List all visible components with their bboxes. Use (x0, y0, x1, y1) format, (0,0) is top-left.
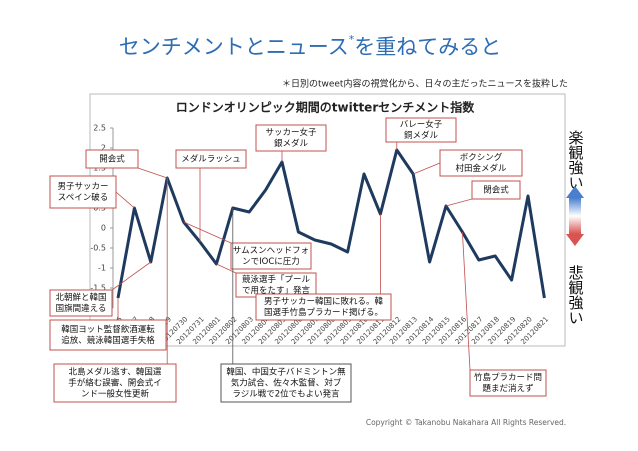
annotation-text: 男子サッカー韓国に敗れる。韓 (264, 296, 384, 307)
leader-line (111, 261, 152, 291)
annotation-box (235, 272, 317, 298)
arrow-body (569, 198, 581, 234)
annotation-text: サムスンヘッドフォ (233, 246, 309, 256)
y-tick-label: 0 (101, 224, 106, 233)
annotation-box (255, 293, 392, 321)
annotation-text: 北島メダル逃す、韓国選 (69, 367, 162, 378)
annotation-text: ラジル戦で2位でもよい発言 (232, 389, 340, 400)
pessimism-label: 悲観強い (567, 265, 585, 325)
y-tick-label: -1.5 (90, 284, 106, 293)
annotation-text: 追放、競泳韓国選手失格 (61, 335, 155, 346)
annotation-text: 開会式 (99, 154, 125, 165)
slide-title: センチメントとニュース*を重ねてみると (119, 33, 501, 59)
annotation-text: で用をたす」発言 (242, 285, 311, 296)
annotation-box (49, 319, 167, 351)
annotation-text: 銅メダル (404, 130, 439, 141)
annotation-text: スペイン破る (58, 192, 108, 203)
annotation-box (385, 117, 457, 143)
annotation-text: ボクシング (460, 152, 503, 163)
annotation-text: 手が絡む誤審、開会式イ (68, 378, 162, 389)
annotation-text: バレー女子 (400, 119, 443, 130)
annotation-box (49, 289, 113, 317)
annotation-box (471, 180, 521, 200)
leader-line (462, 231, 471, 371)
annotation-text: 題まだ消えず (482, 383, 533, 394)
leader-line (445, 198, 473, 207)
annotation-box (220, 363, 352, 403)
annotation-text: メダルラッシュ (181, 154, 241, 165)
annotation-box (85, 149, 139, 169)
leader-line (183, 221, 232, 244)
annotation-box (53, 363, 177, 403)
annotation-text: 村田金メダル (455, 163, 507, 174)
annotation-box (439, 149, 523, 177)
leader-line (137, 167, 168, 179)
annotation-text: 男子サッカー (57, 182, 108, 192)
y-tick-label: -0.5 (90, 244, 106, 253)
annotation-text: 北朝鮮と韓国 (55, 292, 106, 303)
annotation-text: 気力試合、佐々木監督、対ブ (231, 378, 342, 389)
note: ＊日別のtweet内容の視覚化から、日々の主だったニュースを抜粋した (282, 78, 568, 90)
y-tick-label: 2.5 (93, 124, 106, 133)
arrow-down (566, 234, 584, 246)
title-rest: を重ねてみると (354, 35, 501, 59)
title-mark: * (349, 33, 355, 46)
annotation-text: 国選手竹島プラカード掲げる。 (264, 307, 383, 318)
leader-line (115, 191, 135, 209)
annotation-box (230, 242, 312, 270)
annotation-text: 竹島プラカード問 (474, 372, 542, 383)
chart-title: ロンドンオリンピック期間のtwitterセンチメント指数 (176, 100, 475, 115)
annotation-text: 国旗間違える (56, 303, 107, 314)
annotation-text: 閉会式 (483, 185, 509, 196)
annotation-text: 競泳選手「プール (242, 274, 311, 285)
annotation-text: 韓国、中国女子バドミントン無 (226, 367, 346, 378)
annotation-box (175, 149, 247, 169)
leader-line (413, 162, 441, 175)
y-tick-label: 2 (101, 144, 106, 153)
annotation-box (255, 124, 327, 152)
annotation-text: 韓国ヨット監督飲酒運転 (61, 324, 155, 335)
arrow-up (566, 186, 584, 198)
annotation-text: ンでIOCに圧力 (242, 256, 300, 267)
annotation-text: ンド一般女性更新 (81, 389, 150, 400)
sentiment-line (116, 148, 546, 299)
annotation-text: 銀メダル (274, 138, 309, 149)
annotation-box (49, 175, 117, 209)
annotation-box (469, 369, 547, 397)
y-tick-label: -1 (98, 264, 106, 273)
annotation-text: サッカー女子 (265, 127, 317, 138)
copyright: Copyright © Takanobu Nakahara All Rights… (366, 418, 566, 427)
title-main: センチメントとニュース (119, 35, 349, 59)
optimism-label: 楽観強い (567, 130, 585, 190)
